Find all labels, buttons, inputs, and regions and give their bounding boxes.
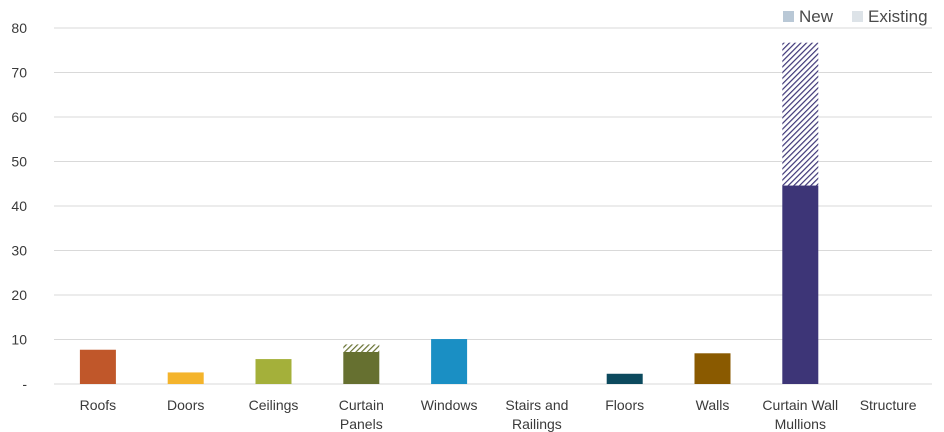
y-tick-label: 60	[11, 109, 27, 125]
x-tick-label: Ceilings	[249, 397, 299, 413]
bar-existing	[782, 42, 819, 186]
y-tick-label: 50	[11, 154, 27, 170]
y-tick-label: 40	[11, 198, 27, 214]
x-axis-labels: Roofs Doors Ceilings Curtain Panels Windows St…	[80, 397, 917, 432]
legend-swatch	[852, 11, 863, 22]
y-tick-label: -	[22, 376, 27, 392]
x-tick-label: Windows	[421, 397, 478, 413]
x-tick-label: Panels	[340, 416, 383, 432]
x-tick-label: Structure	[860, 397, 917, 413]
x-tick-label: Curtain	[339, 397, 384, 413]
x-tick-label: Railings	[512, 416, 562, 432]
legend-label: New	[799, 7, 834, 26]
bar-new	[79, 349, 116, 384]
bar-new	[167, 372, 204, 384]
legend-swatch	[783, 11, 794, 22]
bar-new	[255, 359, 292, 384]
gridlines	[54, 27, 932, 385]
y-tick-label: 20	[11, 287, 27, 303]
bar-new	[431, 339, 468, 384]
bars	[79, 42, 819, 384]
bar-new	[782, 185, 819, 384]
bar-new	[694, 353, 731, 384]
y-tick-label: 30	[11, 243, 27, 259]
legend-label: Existing	[868, 7, 928, 26]
bar-existing	[343, 344, 380, 352]
bar-new	[343, 351, 380, 384]
y-tick-label: 70	[11, 65, 27, 81]
x-tick-label: Floors	[605, 397, 644, 413]
x-tick-label: Curtain Wall	[762, 397, 838, 413]
legend: New Existing	[783, 7, 928, 26]
x-tick-label: Stairs and	[505, 397, 568, 413]
y-axis-ticks: - 10 20 30 40 50 60 70 80	[11, 20, 27, 392]
x-tick-label: Mullions	[775, 416, 826, 432]
x-tick-label: Walls	[696, 397, 730, 413]
y-tick-label: 80	[11, 20, 27, 36]
bar-new	[606, 373, 643, 384]
x-tick-label: Doors	[167, 397, 204, 413]
x-tick-label: Roofs	[80, 397, 117, 413]
y-tick-label: 10	[11, 332, 27, 348]
